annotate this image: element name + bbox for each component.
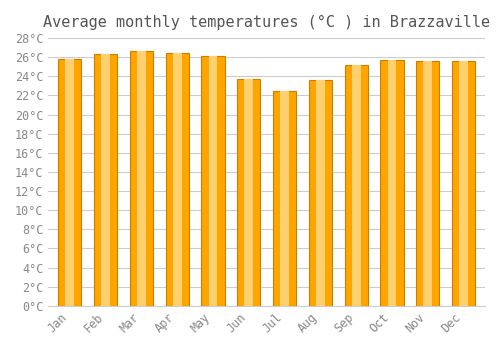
- Bar: [94, 54, 118, 306]
- Bar: [380, 60, 404, 306]
- Bar: [244, 79, 253, 306]
- Bar: [137, 50, 146, 306]
- Bar: [273, 91, 296, 306]
- Bar: [416, 61, 440, 306]
- Bar: [173, 54, 182, 306]
- Bar: [66, 59, 74, 306]
- Bar: [388, 60, 396, 306]
- Bar: [352, 65, 360, 306]
- Bar: [452, 61, 475, 306]
- Bar: [58, 59, 82, 306]
- Bar: [237, 79, 260, 306]
- Bar: [202, 56, 224, 306]
- Bar: [166, 54, 189, 306]
- Bar: [101, 54, 110, 306]
- Bar: [130, 50, 153, 306]
- Bar: [316, 80, 325, 306]
- Bar: [424, 61, 432, 306]
- Bar: [208, 56, 218, 306]
- Title: Average monthly temperatures (°C ) in Brazzaville: Average monthly temperatures (°C ) in Br…: [43, 15, 490, 30]
- Bar: [344, 65, 368, 306]
- Bar: [280, 91, 289, 306]
- Bar: [308, 80, 332, 306]
- Bar: [459, 61, 468, 306]
